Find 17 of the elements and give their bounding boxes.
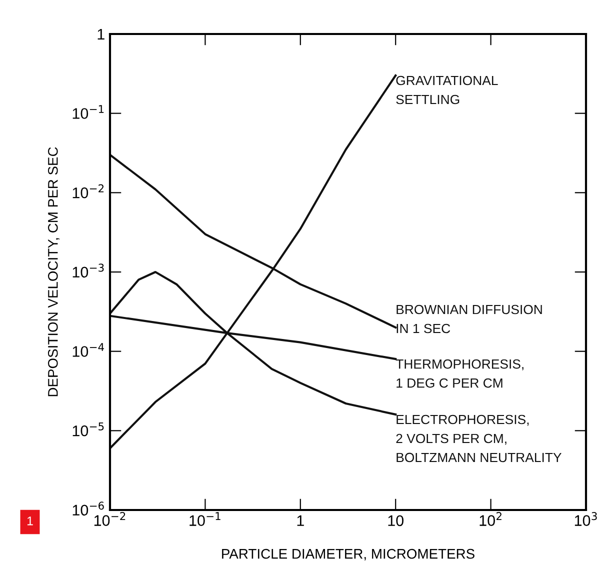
x-tick-label: 10 bbox=[388, 515, 404, 526]
y-tick-label: 10$^{−2}$ bbox=[72, 184, 104, 198]
y-tick-label: 10$^{−3}$ bbox=[72, 264, 104, 278]
x-axis-title: PARTICLE DIAMETER, MICROMETERS bbox=[222, 548, 474, 560]
series-label: BROWNIAN DIFFUSION IN 1 SEC bbox=[396, 304, 542, 334]
y-tick-label: 10$^{−1}$ bbox=[72, 105, 104, 119]
x-tick-label: 10$^{−1}$ bbox=[190, 512, 220, 526]
x-tick-label: 10$^{3}$ bbox=[574, 512, 597, 526]
series-label: THERMOPHORESIS, 1 DEG C PER CM bbox=[396, 359, 524, 388]
x-tick-label: 10$^{2}$ bbox=[480, 512, 502, 526]
y-tick-label: 10$^{−5}$ bbox=[72, 422, 104, 436]
y-tick-label: 1 bbox=[98, 29, 104, 40]
y-tick-label: 10$^{−4}$ bbox=[72, 343, 104, 357]
series-label: ELECTROPHORESIS, 2 VOLTS PER CM, BOLTZMANN NEUTRALITY bbox=[396, 414, 562, 462]
y-axis-title: DEPOSITION VELOCITY, CM PER SEC bbox=[48, 147, 60, 396]
x-tick-label: 1 bbox=[297, 515, 304, 526]
series-label: GRAVITATIONAL SETTLING bbox=[396, 76, 498, 104]
